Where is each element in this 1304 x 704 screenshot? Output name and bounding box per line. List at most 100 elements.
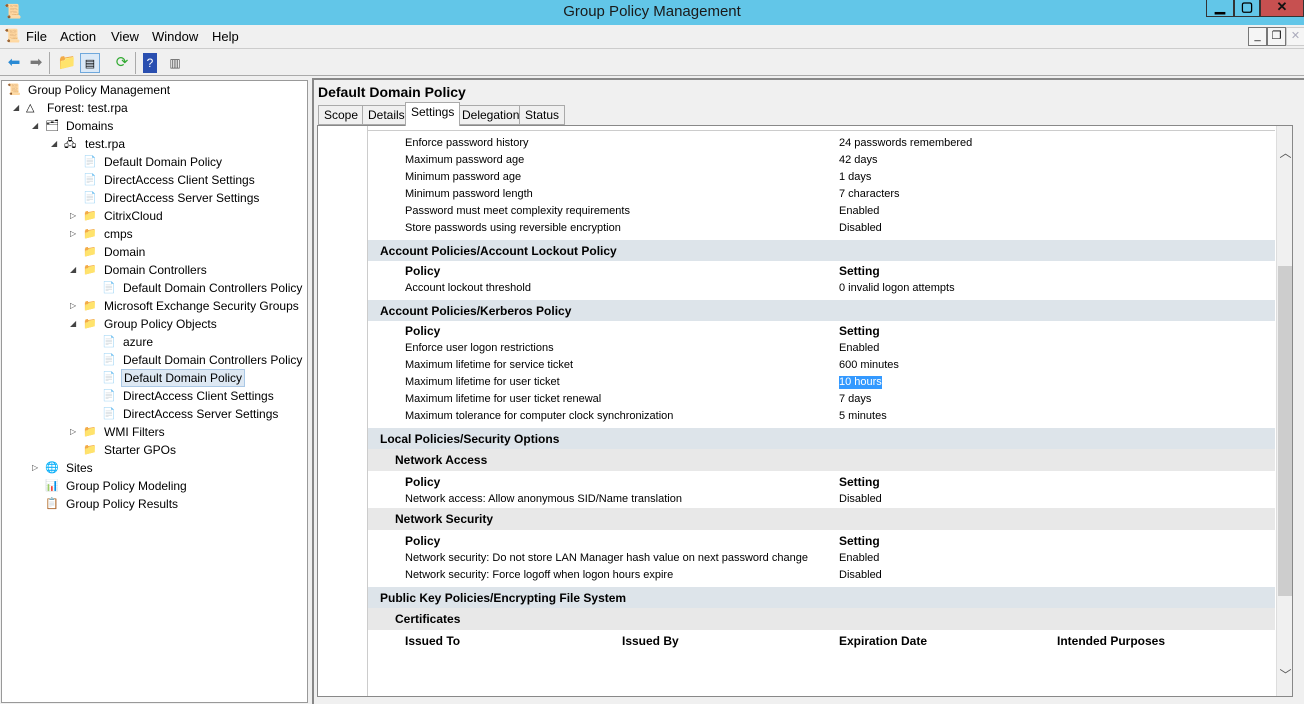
menu-help[interactable]: Help <box>212 29 239 44</box>
mdi-close-button[interactable]: ✕ <box>1286 27 1304 46</box>
policy-name: Network security: Do not store LAN Manag… <box>405 552 808 564</box>
collapse-arrow-icon[interactable]: ◢ <box>32 121 39 130</box>
tree-item-label: Microsoft Exchange Security Groups <box>104 299 299 313</box>
tree-item[interactable]: 📁 Domain <box>2 243 302 261</box>
column-header: Setting <box>839 264 880 278</box>
tree-item[interactable]: 📜 Group Policy Management <box>2 81 302 99</box>
action-pane-icon[interactable]: ▥ <box>169 56 181 70</box>
policy-setting: 1 days <box>839 171 872 183</box>
menu-action[interactable]: Action <box>60 29 97 44</box>
table-row: Maximum lifetime for user ticket renewal… <box>368 391 1275 408</box>
expand-arrow-icon[interactable]: ▷ <box>70 211 77 220</box>
refresh-icon[interactable]: ⟳ <box>115 54 129 71</box>
gpo-icon: 📄 <box>102 354 116 366</box>
tree-item-label: DirectAccess Server Settings <box>123 407 279 421</box>
tab-delegation[interactable]: Delegation <box>456 105 526 125</box>
section-header[interactable]: Account Policies/Kerberos Policy <box>368 299 1275 321</box>
expand-arrow-icon[interactable]: ▷ <box>70 229 77 238</box>
section-title: Network Security <box>395 512 494 526</box>
policy-setting[interactable]: 10 hours <box>839 376 882 389</box>
mdi-minimize-button[interactable]: _ <box>1248 27 1267 46</box>
scroll-up-icon[interactable]: ︿ <box>1279 146 1292 160</box>
tree-item-label: DirectAccess Server Settings <box>104 191 260 205</box>
tree-item[interactable]: ◢ 📁 Domain Controllers <box>2 261 302 279</box>
tree-item[interactable]: 📄 Default Domain Policy <box>2 153 302 171</box>
tree-item[interactable]: ▷ 🌐 Sites <box>2 459 302 477</box>
expand-arrow-icon[interactable]: ▷ <box>70 301 77 310</box>
tree-item[interactable]: 📊 Group Policy Modeling <box>2 477 302 495</box>
column-header: Setting <box>839 324 880 338</box>
tree-item[interactable]: ◢ △ Forest: test.rpa <box>2 99 302 117</box>
expand-arrow-icon[interactable]: ▷ <box>70 427 77 436</box>
column-header: Setting <box>839 475 880 489</box>
expand-arrow-icon[interactable]: ▷ <box>32 463 39 472</box>
section-header[interactable]: Local Policies/Security Options <box>368 427 1275 449</box>
close-button[interactable]: ✕ <box>1260 0 1304 17</box>
section-header[interactable]: Public Key Policies/Encrypting File Syst… <box>368 586 1275 608</box>
tree-item[interactable]: 📄 Default Domain Controllers Policy <box>2 351 302 369</box>
tree-item[interactable]: ▷ 📁 CitrixCloud <box>2 207 302 225</box>
tree-item[interactable]: 📁 Starter GPOs <box>2 441 302 459</box>
help-icon[interactable]: ? <box>143 53 157 73</box>
tree-item-label: azure <box>123 335 154 349</box>
collapse-arrow-icon[interactable]: ◢ <box>51 139 58 148</box>
policy-setting: 24 passwords remembered <box>839 137 973 149</box>
tab-scope[interactable]: Scope <box>318 105 365 125</box>
minimize-button[interactable]: ▁ <box>1206 0 1234 17</box>
policy-name: Maximum lifetime for user ticket <box>405 376 560 388</box>
table-row: Maximum password age 42 days <box>368 152 1275 169</box>
tree-item[interactable]: ◢ 🖧 test.rpa <box>2 135 302 153</box>
tree-item-label: Group Policy Modeling <box>66 479 187 493</box>
menu-file[interactable]: File <box>26 29 47 44</box>
up-folder-icon[interactable]: 📁 <box>57 54 77 71</box>
maximize-button[interactable]: ▢ <box>1234 0 1260 17</box>
forward-icon[interactable]: ➡ <box>29 54 43 71</box>
collapse-arrow-icon[interactable]: ◢ <box>70 265 77 274</box>
tree-item[interactable]: 📄 DirectAccess Server Settings <box>2 405 302 423</box>
tree-item-label: Default Domain Policy <box>121 369 246 387</box>
tree-item[interactable]: 📄 DirectAccess Client Settings <box>2 171 302 189</box>
table-header: Issued To Issued By Expiration Date Intende… <box>368 633 1275 650</box>
policy-setting: 5 minutes <box>839 410 887 422</box>
collapse-arrow-icon[interactable]: ◢ <box>70 319 77 328</box>
tree-item[interactable]: ▷ 📁 cmps <box>2 225 302 243</box>
collapse-arrow-icon[interactable]: ◢ <box>13 103 20 112</box>
tab-settings[interactable]: Settings <box>405 102 461 126</box>
tree-item-label: CitrixCloud <box>104 209 163 223</box>
report-content: Enforce password history 24 passwords rem… <box>318 126 1276 696</box>
tree-item[interactable]: 📄 DirectAccess Client Settings <box>2 387 302 405</box>
section-header[interactable]: Account Policies/Account Lockout Policy <box>368 239 1275 261</box>
console-icon[interactable]: 📜 <box>4 28 21 43</box>
subsection-header[interactable]: Certificates <box>368 608 1275 630</box>
column-header: Setting <box>839 534 880 548</box>
tree-item[interactable]: 📋 Group Policy Results <box>2 495 302 513</box>
tab-status[interactable]: Status <box>519 105 566 125</box>
menu-view[interactable]: View <box>111 29 139 44</box>
policy-setting: 7 characters <box>839 188 900 200</box>
tree-item[interactable]: ▷ 📁 Microsoft Exchange Security Groups <box>2 297 302 315</box>
subsection-header[interactable]: Network Security <box>368 508 1275 530</box>
table-row: Network security: Force logoff when logo… <box>368 567 1275 584</box>
tree-item[interactable]: 📄 Default Domain Controllers Policy <box>2 279 302 297</box>
show-hide-tree-icon[interactable]: ▤ <box>80 53 100 73</box>
subsection-header[interactable]: Network Access <box>368 449 1275 471</box>
gpo-link-icon: 📄 <box>102 282 116 294</box>
tab-details[interactable]: Details <box>362 105 411 125</box>
tree-item[interactable]: 📄 DirectAccess Server Settings <box>2 189 302 207</box>
back-icon[interactable]: ⬅ <box>7 54 21 71</box>
vertical-scrollbar[interactable]: ︿ ﹀ <box>1276 126 1292 696</box>
mdi-restore-button[interactable]: ❐ <box>1267 27 1286 46</box>
tree-item[interactable]: ◢ 🗂 Domains <box>2 117 302 135</box>
tree-item[interactable]: ◢ 📁 Group Policy Objects <box>2 315 302 333</box>
policy-setting: Disabled <box>839 493 882 505</box>
menu-window[interactable]: Window <box>152 29 199 44</box>
tree-item[interactable]: 📄 Default Domain Policy <box>2 369 302 387</box>
ou-icon: 📁 <box>83 300 97 312</box>
tree-item[interactable]: ▷ 📁 WMI Filters <box>2 423 302 441</box>
ou-icon: 📁 <box>83 264 97 276</box>
scroll-thumb[interactable] <box>1278 266 1292 596</box>
tree-item[interactable]: 📄 azure <box>2 333 302 351</box>
policy-name: Maximum password age <box>405 154 525 166</box>
scroll-down-icon[interactable]: ﹀ <box>1279 668 1292 682</box>
folder-icon: 📁 <box>83 444 97 456</box>
